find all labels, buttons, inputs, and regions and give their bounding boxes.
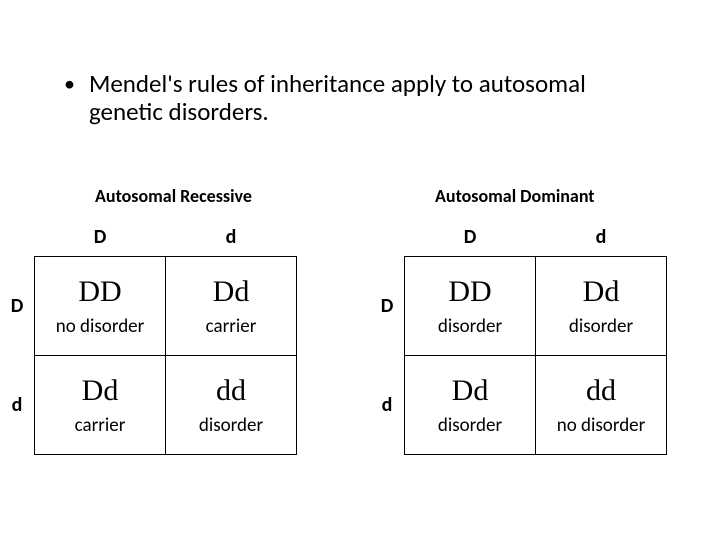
- left-table-title: Autosomal Recessive: [95, 185, 252, 207]
- col-header: D: [405, 218, 536, 257]
- genotype: Dd: [536, 277, 666, 307]
- punnett-cell: dd disorder: [166, 356, 297, 455]
- genotype: dd: [536, 376, 666, 406]
- phenotype: disorder: [405, 416, 535, 435]
- phenotype: disorder: [405, 317, 535, 336]
- right-table-title: Autosomal Dominant: [435, 185, 595, 207]
- punnett-cell: DD no disorder: [35, 257, 166, 356]
- row-header: d: [370, 356, 405, 455]
- genotype: DD: [35, 277, 165, 307]
- genotype: Dd: [166, 277, 296, 307]
- punnett-cell: Dd disorder: [405, 356, 536, 455]
- row-header: d: [0, 356, 35, 455]
- punnett-dominant: D d D DD disorder Dd disorder d Dd disor…: [370, 218, 667, 455]
- col-header: d: [536, 218, 667, 257]
- row-header: D: [0, 257, 35, 356]
- phenotype: disorder: [166, 416, 296, 435]
- punnett-cell: Dd carrier: [35, 356, 166, 455]
- punnett-cell: dd no disorder: [536, 356, 667, 455]
- punnett-recessive: D d D DD no disorder Dd carrier d Dd car…: [0, 218, 297, 455]
- punnett-cell: Dd disorder: [536, 257, 667, 356]
- phenotype: no disorder: [536, 416, 666, 435]
- genotype: DD: [405, 277, 535, 307]
- row-header: D: [370, 257, 405, 356]
- genotype: Dd: [35, 376, 165, 406]
- genotype: Dd: [405, 376, 535, 406]
- genotype: dd: [166, 376, 296, 406]
- col-header: d: [166, 218, 297, 257]
- punnett-cell: DD disorder: [405, 257, 536, 356]
- phenotype: no disorder: [35, 317, 165, 336]
- punnett-cell: Dd carrier: [166, 257, 297, 356]
- col-header: D: [35, 218, 166, 257]
- bullet-dot-icon: •: [64, 70, 75, 98]
- phenotype: carrier: [166, 317, 296, 336]
- phenotype: carrier: [35, 416, 165, 435]
- bullet-row: • Mendel's rules of inheritance apply to…: [64, 70, 664, 126]
- bullet-text: Mendel's rules of inheritance apply to a…: [89, 70, 664, 126]
- phenotype: disorder: [536, 317, 666, 336]
